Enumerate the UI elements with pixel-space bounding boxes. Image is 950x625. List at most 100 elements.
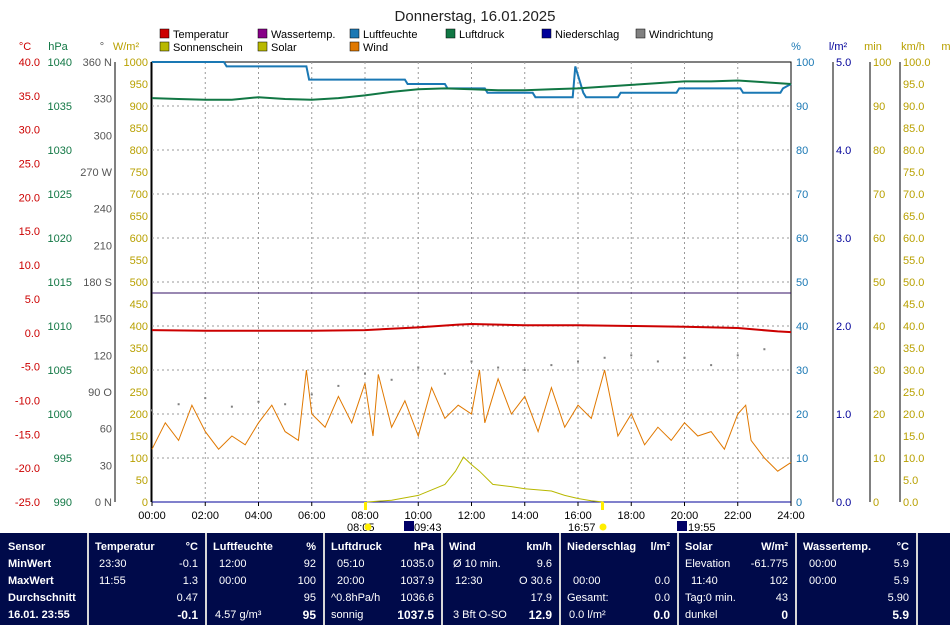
row-label-min: MinWert [8,558,52,570]
moon-icon [677,521,687,531]
axis-tick-right: 100 [873,57,891,69]
axis-tick-right: 90.0 [903,101,924,113]
wind-beaufort: 3 Bft O-SO [453,609,507,621]
axis-tick-left: 60 [100,424,112,436]
axis-tick-right: 10 [796,453,808,465]
humidity-unit: % [306,541,316,553]
direction-point [310,393,313,396]
axis-tick-left: -20.0 [15,463,40,475]
x-tick-label: 04:00 [245,510,273,522]
temperature-max: 1.3 [182,575,198,587]
axis-tick-left: 30 [100,460,112,472]
col-solar: Solar W/m² Elevation -61.775 11:40 102 T… [679,533,794,625]
temperature-unit: °C [185,541,198,553]
axis-tick-right: 90 [873,101,885,113]
axis-tick-left: -25.0 [15,497,40,509]
sunset-time: 16:57 [568,522,596,533]
axis-unit-right: l/m² [829,41,848,53]
axis-tick-right: 30.0 [903,365,924,377]
solar-max: 102 [769,575,788,587]
pressure-min-time: 05:10 [337,558,365,570]
sun-moon-markers: 08:05 09:43 16:57 19:55 [347,502,716,533]
pressure-max: 1037.9 [400,575,434,587]
axis-tick-right: 50.0 [903,277,924,289]
axis-tick-left: 500 [130,277,148,289]
legend-swatch [257,28,268,39]
direction-point [390,378,393,381]
axis-tick-left: 150 [130,431,148,443]
chart-title: Donnerstag, 16.01.2025 [395,8,556,25]
axis-tick-left: -5.0 [21,362,40,374]
axis-tick-left: 100 [130,453,148,465]
wind-min-label: Ø 10 min. [453,558,501,570]
direction-point [550,364,553,367]
axis-tick-right: 90 [796,101,808,113]
solar-now: 0 [781,608,788,622]
axis-tick-right: 35.0 [903,343,924,355]
axis-tick-right: 40 [873,321,885,333]
axis-tick-left: 995 [54,453,72,465]
legend-label: Niederschlag [555,29,619,41]
left-axes: °C 40.0 35.0 30.0 25.0 20.0 15.0 10.0 5.0 0.0 -5.0… [15,41,152,509]
axis-tick-left: 270 W [80,167,112,179]
axis-tick-left: 210 [94,240,112,252]
axis-tick-right: 0 [873,497,879,509]
rain-current-note: 0.0 l/m² [569,609,606,621]
x-tick-label: 20:00 [671,510,699,522]
summary-table: Sensor MinWert MaxWert Durchschnitt 16.0… [0,533,950,625]
axis-tick-right: 10 [873,453,885,465]
col-water: Wassertemp. °C 00:00 5.9 00:00 5.9 5.90 … [797,533,915,625]
humidity-avg: 95 [303,592,316,604]
axis-tick-left: -10.0 [15,395,40,407]
col-sensor: Sensor MinWert MaxWert Durchschnitt 16.0… [0,533,86,625]
temperature-min-time: 23:30 [99,558,127,570]
axis-tick-left: 180 S [83,277,112,289]
right-axes: %1009080706050403020100l/m²5.04.03.02.01… [791,41,950,509]
axis-tick-left: 990 [54,497,72,509]
pressure-unit: hPa [413,541,434,553]
axis-tick-left: 900 [130,101,148,113]
axis-tick-right: 20.0 [903,409,924,421]
pressure-header: Luftdruck [331,541,382,553]
axis-tick-right: 85.0 [903,123,924,135]
axis-tick-left: 30.0 [19,125,40,137]
axis-tick-right: 70 [796,189,808,201]
axis-tick-left: 1015 [48,277,72,289]
series-line-wind [151,369,792,472]
axis-tick-right: 80 [796,145,808,157]
axis-tick-left: 250 [130,387,148,399]
wind-min: 9.6 [536,558,552,570]
col-rain: Niederschlag l/m² 00:00 0.0 Gesamt: 0.0 … [561,533,676,625]
solar-header: Solar [685,541,713,553]
x-tick-label: 02:00 [191,510,219,522]
axis-tick-left: 150 [94,314,112,326]
row-label-now: 16.01. 23:55 [8,609,70,621]
direction-point [284,403,287,406]
rain-now: 0.0 [653,608,670,622]
weather-chart: Donnerstag, 16.01.2025 Temperatur Wassert… [15,8,950,533]
x-tick-label: 24:00 [777,510,805,522]
legend: Temperatur Wassertemp. Luftfeuchte Luftdruc… [159,28,713,54]
sensor-header: Sensor [8,541,46,553]
direction-point [683,356,686,359]
solar-unit: W/m² [761,541,788,553]
moon-icon [404,521,414,531]
axis-tick-left: 1005 [48,365,72,377]
rain-unit: l/m² [650,541,670,553]
pressure-trend: ^0.8hPa/h [331,592,381,604]
axis-tick-right: 4.0 [836,145,851,157]
legend-label: Luftdruck [459,29,505,41]
humidity-min: 92 [303,558,316,570]
axis-tick-right: 0.0 [903,497,918,509]
moonset-time: 19:55 [688,522,716,533]
legend-swatch [349,28,360,39]
axis-unit-left: °C [19,41,31,53]
axis-tick-right: 5.0 [903,475,918,487]
direction-point [790,356,792,359]
axis-tick-left: 5.0 [25,294,40,306]
wind-avg: 17.9 [530,592,552,604]
solar-max-time: 11:40 [691,575,718,587]
axis-tick-left: 120 [94,350,112,362]
axis-tick-left: 10.0 [19,260,40,272]
sun-icon [364,523,372,531]
